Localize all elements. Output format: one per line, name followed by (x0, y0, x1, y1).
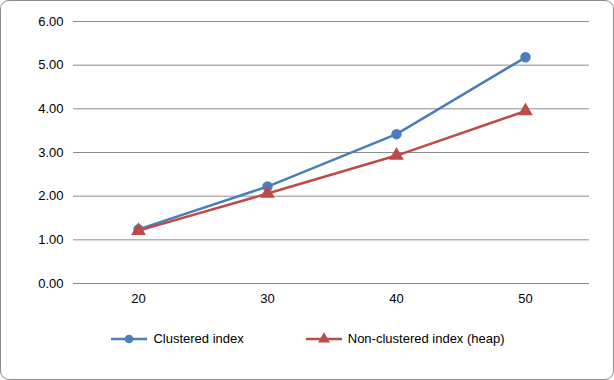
html-text:Clustered index: Clustered index (153, 331, 244, 346)
svg-text:30: 30 (260, 291, 274, 306)
svg-text:1.00: 1.00 (38, 232, 63, 247)
svg-text:2.00: 2.00 (38, 188, 63, 203)
svg-text:5.00: 5.00 (38, 57, 63, 72)
svg-text:0.00: 0.00 (38, 276, 63, 291)
svg-text:3.00: 3.00 (38, 145, 63, 160)
svg-text:6.00: 6.00 (38, 14, 63, 29)
svg-text:20: 20 (131, 291, 145, 306)
svg-text:4.00: 4.00 (38, 101, 63, 116)
svg-text:50: 50 (518, 291, 532, 306)
html-text:Non-clustered index (heap): Non-clustered index (heap) (347, 331, 505, 346)
svg-text:40: 40 (389, 291, 403, 306)
